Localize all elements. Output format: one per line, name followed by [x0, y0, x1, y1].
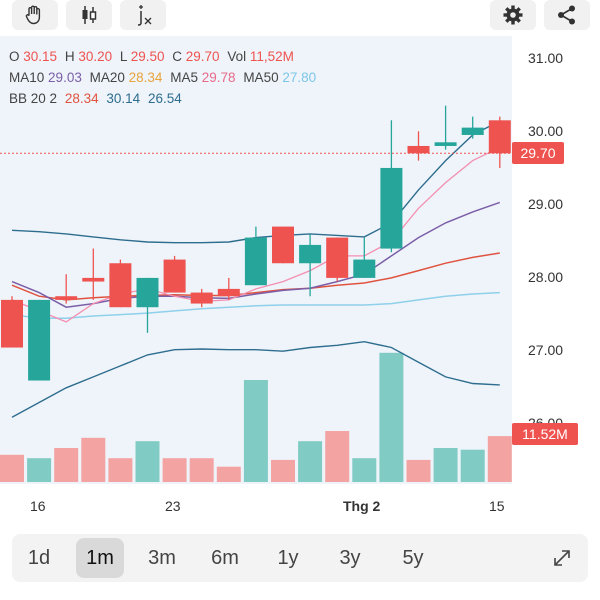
timeframe-1d[interactable]: 1d: [27, 546, 51, 569]
volume-bar: [352, 458, 377, 482]
ma-legend-row: MA10 29.03 MA20 28.34 MA5 29.78 MA50 27.…: [9, 67, 320, 88]
settings-icon: [503, 5, 523, 25]
candle-body: [190, 292, 213, 304]
timeframe-1y[interactable]: 1y: [277, 546, 299, 569]
legend-open: O 30.15: [9, 49, 58, 64]
indicators-button[interactable]: [120, 0, 166, 30]
hand-icon: [25, 5, 41, 25]
timeframe-3m[interactable]: 3m: [148, 546, 176, 569]
volume-bar: [487, 436, 512, 482]
legend-low: L 29.50: [119, 49, 165, 64]
legend-bb-mid: 28.34: [64, 91, 99, 106]
candle-body: [163, 259, 186, 293]
legend-ma10: MA10 29.03: [9, 70, 82, 85]
candle-body: [299, 244, 322, 264]
candle-body: [1, 299, 23, 348]
candle-body: [380, 167, 403, 249]
candle-body: [109, 263, 132, 308]
volume-bar: [406, 459, 431, 482]
volume-bar: [54, 448, 79, 482]
volume-bar: [243, 380, 268, 482]
timeframe-6m[interactable]: 6m: [211, 546, 239, 569]
candle-body: [407, 145, 430, 154]
price-chart[interactable]: O 30.15 H 30.20 L 29.50 C 29.70 Vol 11,5…: [0, 36, 600, 520]
legend-ma50: MA50 27.80: [243, 70, 317, 85]
timeframe-selector: 1d 1m 3m 6m 1y 3y 5y: [12, 534, 588, 582]
candle-body: [217, 288, 240, 297]
legend-bb-upper: 30.14: [106, 91, 141, 106]
legend-bb-label: BB 20 2: [9, 91, 58, 106]
candle-body: [461, 127, 484, 135]
candles-icon: [82, 6, 97, 24]
timeframe-1m[interactable]: 1m: [76, 538, 124, 578]
ma50-line: [11, 291, 500, 319]
candle-body: [82, 277, 105, 282]
current-volume-tag: 11.52M: [512, 423, 578, 445]
volume-bar: [325, 431, 350, 482]
share-button[interactable]: [544, 0, 590, 30]
volume-bar: [189, 458, 214, 482]
share-icon: [558, 5, 575, 25]
x-axis-label: 15: [489, 498, 505, 514]
x-axis-label: 16: [30, 498, 46, 514]
legend-ma20: MA20 28.34: [89, 70, 163, 85]
current-price-tag: 29.70: [512, 142, 564, 164]
legend-volume: Vol 11,52M: [227, 49, 294, 64]
candle-body: [136, 277, 159, 308]
volume-bar: [433, 448, 458, 482]
bollinger-upper-line: [11, 120, 501, 244]
volume-bar: [162, 458, 187, 482]
x-axis-label: Thg 2: [343, 498, 381, 514]
x-axis-label: 23: [165, 498, 181, 514]
hand-tool-button[interactable]: [12, 0, 58, 30]
volume-bar: [298, 441, 323, 482]
volume-bar: [108, 458, 133, 482]
expand-icon: [554, 550, 570, 566]
candle-body: [326, 237, 349, 278]
volume-bar: [135, 441, 160, 482]
candle-body: [488, 120, 511, 154]
volume-bar: [0, 454, 24, 482]
ma5-line: [11, 146, 501, 323]
volume-bar: [460, 449, 485, 482]
indicator-legend: O 30.15 H 30.20 L 29.50 C 29.70 Vol 11,5…: [9, 46, 320, 109]
volume-bar: [27, 458, 52, 482]
candle-body: [353, 259, 376, 278]
indicator-fx-icon: [137, 5, 152, 26]
volume-bar: [271, 459, 295, 482]
y-axis-label: 31.00: [528, 50, 564, 66]
candle-body: [55, 296, 78, 300]
settings-button[interactable]: [490, 0, 536, 30]
volume-bar: [216, 466, 241, 482]
candle-body: [272, 226, 294, 264]
candle-body: [434, 142, 457, 146]
legend-close: C 29.70: [172, 49, 220, 64]
chart-toolbar: [0, 0, 600, 36]
y-axis-label: 27.00: [528, 342, 564, 358]
legend-bb-lower: 26.54: [147, 91, 182, 106]
legend-ma5: MA5 29.78: [170, 70, 236, 85]
candle-type-button[interactable]: [66, 0, 112, 30]
legend-high: H 30.20: [64, 49, 113, 64]
y-axis-label: 29.00: [528, 196, 564, 212]
candle-body: [244, 237, 267, 286]
volume-bar: [81, 437, 106, 482]
y-axis-label: 30.00: [528, 123, 564, 139]
chart-canvas: [0, 105, 512, 482]
ohlc-legend-row: O 30.15 H 30.20 L 29.50 C 29.70 Vol 11,5…: [9, 46, 320, 67]
timeframe-5y[interactable]: 5y: [402, 546, 424, 569]
bollinger-lower-line: [11, 340, 500, 418]
y-axis-label: 28.00: [528, 269, 564, 285]
volume-bar: [379, 352, 404, 482]
timeframe-3y[interactable]: 3y: [339, 546, 361, 569]
fullscreen-button[interactable]: [538, 538, 586, 578]
bb-legend-row: BB 20 2 28.34 30.14 26.54: [9, 88, 320, 109]
candle-body: [28, 299, 51, 381]
